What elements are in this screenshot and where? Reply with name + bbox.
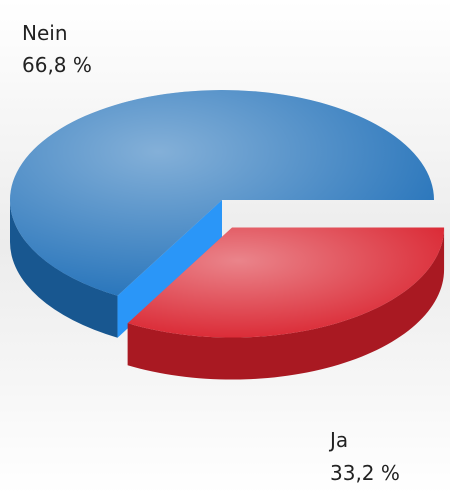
slice-label: Ja — [328, 428, 348, 452]
slice-side — [127, 227, 445, 380]
slice-highlight — [10, 89, 435, 296]
slice-cut-face — [117, 200, 222, 338]
slice-highlight — [127, 227, 445, 338]
slice-value-label: 66,8 % — [22, 53, 92, 77]
slice-side — [10, 200, 118, 338]
slice-value-label: 33,2 % — [330, 461, 400, 485]
slice-label: Nein — [22, 21, 68, 45]
pie — [10, 89, 445, 380]
